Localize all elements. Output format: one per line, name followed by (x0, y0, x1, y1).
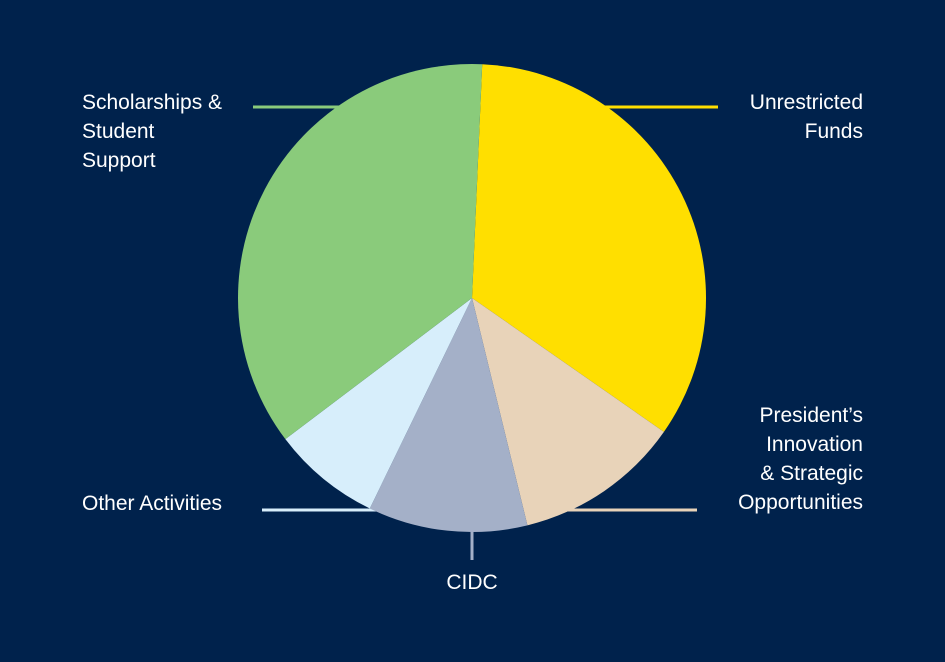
slice-label-line: Opportunities (738, 491, 863, 514)
slice-label-1: Unrestricted Funds (750, 91, 863, 143)
slice-label-line: President’s (759, 404, 863, 427)
slice-label-line: Funds (805, 120, 863, 143)
slice-labels: Unrestricted Funds President’s Innovation & … (82, 91, 863, 594)
slice-label-line: Other Activities (82, 492, 222, 515)
pie-slice-2 (472, 298, 664, 526)
leader-lines (253, 105, 718, 560)
slice-label-5: Scholarships & Student Support (82, 91, 222, 172)
slice-label-line: Student (82, 120, 155, 143)
slice-label-line: Unrestricted (750, 91, 863, 114)
slice-label-line: CIDC (446, 571, 497, 594)
slice-label-3: CIDC (446, 571, 497, 594)
slice-label-line: & Strategic (760, 462, 863, 485)
slice-label-4: Other Activities (82, 492, 222, 515)
pie-slice-1 (472, 64, 707, 432)
pie-slice-4 (285, 298, 472, 509)
slice-label-line: Support (82, 149, 156, 172)
slice-label-line: Scholarships & (82, 91, 222, 114)
pie-slice-3 (369, 298, 528, 532)
pie-slice-5 (238, 63, 483, 440)
slice-label-2: President’s Innovation & Strategic Opportun… (738, 404, 863, 514)
slice-label-line: Innovation (766, 433, 863, 456)
pie-slices (238, 63, 707, 532)
